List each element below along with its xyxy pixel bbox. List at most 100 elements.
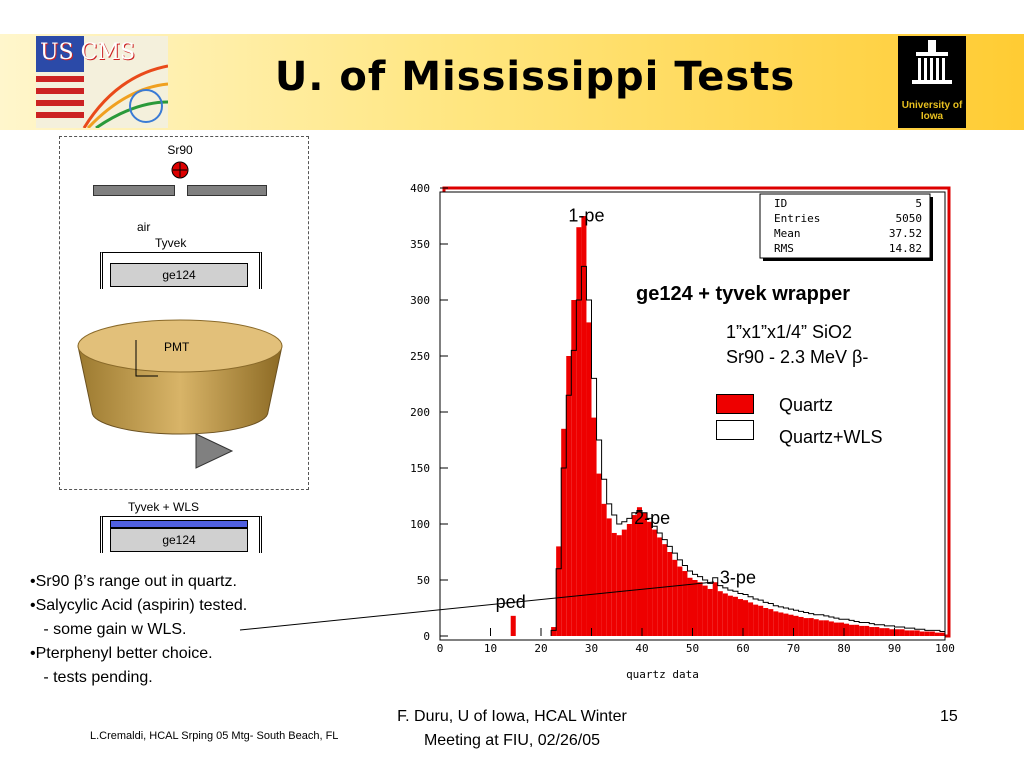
- logo-right-text: University of Iowa: [901, 100, 963, 122]
- annotation-label: ped: [496, 592, 526, 612]
- bar-quartz: [571, 300, 577, 636]
- bar-quartz: [677, 566, 683, 636]
- bar-quartz: [899, 629, 905, 636]
- collimator-right: [187, 185, 267, 196]
- bar-quartz: [581, 216, 587, 636]
- bar-quartz: [808, 618, 814, 636]
- bar-quartz: [652, 529, 658, 636]
- x-axis-label: quartz data: [626, 668, 699, 681]
- bar-quartz: [818, 620, 824, 636]
- stats-value: 5: [915, 197, 922, 210]
- ge124-block-bottom: ge124: [110, 528, 248, 552]
- x-tick-label: 0: [437, 642, 444, 655]
- bar-quartz: [828, 621, 834, 636]
- bar-quartz: [773, 611, 779, 636]
- bar-quartz: [636, 507, 642, 636]
- bar-quartz: [642, 512, 648, 636]
- bar-quartz: [601, 503, 607, 636]
- bar-quartz: [849, 624, 855, 636]
- y-tick-label: 100: [410, 518, 430, 531]
- note-item: - tests pending.: [30, 669, 153, 686]
- bar-quartz: [758, 605, 764, 636]
- y-tick-label: 200: [410, 406, 430, 419]
- bar-quartz: [551, 627, 557, 636]
- note-item: •Pterphenyl better choice.: [30, 645, 213, 662]
- series-wls-outline: [550, 265, 946, 636]
- bar-quartz: [884, 628, 890, 636]
- y-tick-label: 50: [417, 574, 430, 587]
- chart-heading: ge124 + tyvek wrapper: [636, 283, 851, 305]
- bar-quartz: [939, 632, 945, 636]
- bar-quartz: [596, 473, 602, 636]
- x-tick-label: 40: [635, 642, 648, 655]
- page-number: 15: [940, 708, 958, 725]
- bar-quartz: [702, 585, 708, 636]
- bar-quartz: [934, 632, 940, 636]
- tyvek-wls-wrapper: [100, 516, 262, 553]
- stats-value: 14.82: [889, 242, 922, 255]
- bar-quartz: [914, 630, 920, 636]
- bar-quartz: [778, 612, 784, 636]
- play-triangle-icon: [195, 433, 234, 469]
- bar-quartz: [813, 619, 819, 636]
- bar-quartz: [768, 609, 774, 636]
- x-tick-label: 90: [888, 642, 901, 655]
- bar-quartz: [611, 532, 617, 636]
- bar-quartz: [904, 630, 910, 636]
- bar-quartz: [510, 615, 516, 636]
- footer-center-line2: Meeting at FIU, 02/26/05: [423, 732, 601, 749]
- bar-quartz: [657, 537, 663, 636]
- bar-quartz: [748, 602, 754, 636]
- y-tick-label: 300: [410, 294, 430, 307]
- bar-quartz: [727, 595, 733, 636]
- stats-value: 37.52: [889, 227, 922, 240]
- bar-quartz: [894, 629, 900, 636]
- bar-quartz: [743, 600, 749, 636]
- bar-quartz: [833, 622, 839, 636]
- bar-quartz: [864, 625, 870, 636]
- x-tick-label: 60: [736, 642, 749, 655]
- bar-quartz: [667, 552, 673, 636]
- bar-quartz: [732, 596, 738, 636]
- air-label: air: [137, 220, 151, 234]
- bar-quartz: [591, 417, 597, 636]
- stats-value: 5050: [896, 212, 923, 225]
- legend-label-quartz: Quartz: [779, 395, 834, 415]
- stats-key: Mean: [774, 227, 801, 240]
- legend-label-wls: Quartz+WLS: [779, 427, 883, 447]
- y-tick-label: 350: [410, 238, 430, 251]
- bar-quartz: [879, 628, 885, 636]
- x-tick-label: 30: [585, 642, 598, 655]
- x-tick-label: 20: [534, 642, 547, 655]
- source-icon: [171, 161, 189, 179]
- note-item: •Sr90 β’s range out in quartz.: [30, 573, 237, 590]
- stats-key: ID: [774, 197, 787, 210]
- bar-quartz: [707, 588, 713, 636]
- bar-quartz: [859, 625, 865, 636]
- logo-left-text: US CMS: [40, 40, 136, 65]
- bar-quartz: [788, 614, 794, 636]
- stats-box: [759, 193, 931, 259]
- bar-quartz: [874, 627, 880, 636]
- bar-quartz: [566, 356, 572, 636]
- y-tick-label: 400: [410, 182, 430, 195]
- bar-quartz: [647, 521, 653, 636]
- bar-quartz: [561, 428, 567, 636]
- bar-quartz: [763, 608, 769, 636]
- bar-quartz: [672, 559, 678, 636]
- tyvek-wrapper-top: [100, 252, 262, 289]
- x-tick-label: 70: [787, 642, 800, 655]
- title-banner: [0, 34, 1024, 130]
- bar-quartz: [783, 613, 789, 636]
- slide-title: U. of Mississippi Tests: [274, 54, 796, 100]
- bar-quartz: [556, 546, 562, 636]
- bar-quartz: [626, 524, 632, 636]
- histogram-chart: 0 50 100 150 200 250 300 350 400 0 10 20 30 40 50 60 70 8…: [410, 182, 955, 681]
- bar-quartz: [621, 529, 627, 636]
- bar-quartz: [722, 593, 728, 636]
- notes-list: •Sr90 β’s range out in quartz. •Salycyli…: [30, 570, 330, 690]
- setup-diagram-box: [59, 136, 309, 490]
- bar-quartz: [803, 618, 809, 636]
- x-tick-label: 100: [935, 642, 955, 655]
- bar-quartz: [697, 582, 703, 636]
